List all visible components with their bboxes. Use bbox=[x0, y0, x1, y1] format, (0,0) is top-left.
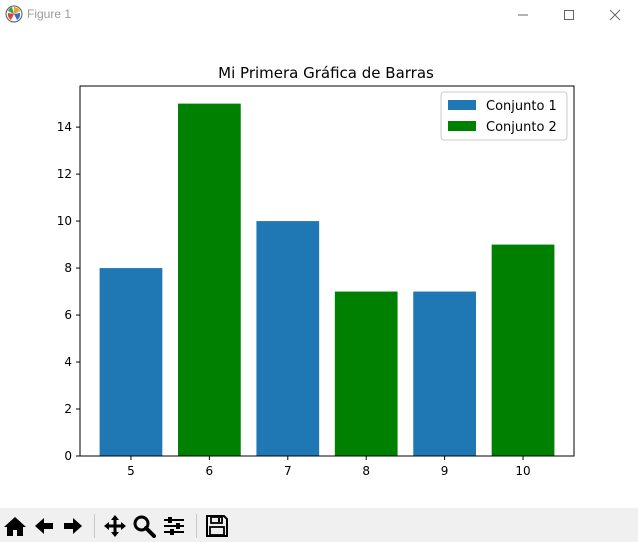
bar-2-8 bbox=[334, 291, 398, 456]
y-tick-label: 4 bbox=[64, 355, 72, 369]
pan-button[interactable] bbox=[102, 512, 128, 539]
x-tick-label: 7 bbox=[284, 464, 292, 478]
sliders-icon bbox=[164, 516, 184, 535]
arrow-left-icon bbox=[35, 517, 53, 534]
bar-2-10 bbox=[491, 244, 555, 456]
home-button[interactable] bbox=[2, 512, 28, 539]
x-tick-label: 5 bbox=[127, 464, 135, 478]
window-title: Figure 1 bbox=[27, 7, 72, 21]
y-tick-label: 12 bbox=[57, 167, 72, 181]
matplotlib-logo-icon bbox=[5, 5, 23, 23]
toolbar-separator bbox=[94, 514, 95, 538]
y-tick-label: 0 bbox=[64, 449, 72, 463]
y-tick-label: 6 bbox=[64, 308, 72, 322]
y-tick-label: 14 bbox=[57, 120, 72, 134]
y-tick-label: 10 bbox=[57, 214, 72, 228]
y-tick-label: 8 bbox=[64, 261, 72, 275]
legend-swatch bbox=[448, 121, 476, 131]
figure-canvas[interactable]: Mi Primera Gráfica de Barras 5 6 7 8 9 10 0 2 4 6… bbox=[0, 30, 638, 508]
close-button[interactable] bbox=[592, 0, 638, 30]
arrow-right-icon bbox=[64, 517, 82, 534]
magnifier-icon bbox=[133, 515, 156, 538]
bar-chart: Mi Primera Gráfica de Barras 5 6 7 8 9 10 0 2 4 6… bbox=[57, 64, 575, 478]
minimize-button[interactable] bbox=[500, 0, 546, 30]
move-icon bbox=[104, 514, 126, 537]
bar-1-9 bbox=[413, 291, 476, 456]
floppy-disk-icon bbox=[206, 514, 228, 537]
x-tick-label: 10 bbox=[515, 464, 530, 478]
y-tick-label: 2 bbox=[64, 402, 72, 416]
bar-2-6 bbox=[178, 103, 241, 456]
home-icon bbox=[4, 516, 26, 536]
legend: Conjunto 1 Conjunto 2 bbox=[440, 91, 568, 141]
maximize-icon bbox=[564, 10, 574, 20]
x-tick-label: 8 bbox=[362, 464, 370, 478]
configure-subplots-button[interactable] bbox=[161, 512, 187, 539]
navigation-toolbar bbox=[0, 508, 638, 542]
bar-1-7 bbox=[256, 221, 320, 456]
forward-button[interactable] bbox=[60, 512, 86, 539]
minimize-icon bbox=[518, 14, 528, 16]
save-button[interactable] bbox=[204, 512, 230, 539]
zoom-button[interactable] bbox=[131, 512, 157, 539]
maximize-button[interactable] bbox=[546, 0, 592, 30]
axes-frame bbox=[79, 85, 575, 457]
chart-title: Mi Primera Gráfica de Barras bbox=[218, 64, 434, 82]
close-icon bbox=[609, 9, 621, 21]
legend-swatch bbox=[448, 100, 476, 110]
legend-label: Conjunto 2 bbox=[486, 120, 557, 135]
legend-label: Conjunto 1 bbox=[486, 99, 557, 114]
back-button[interactable] bbox=[31, 512, 57, 539]
window-titlebar: Figure 1 bbox=[0, 0, 638, 30]
x-tick-label: 9 bbox=[441, 464, 449, 478]
toolbar-separator bbox=[196, 514, 197, 538]
bar-1-5 bbox=[99, 268, 163, 456]
x-tick-label: 6 bbox=[206, 464, 214, 478]
